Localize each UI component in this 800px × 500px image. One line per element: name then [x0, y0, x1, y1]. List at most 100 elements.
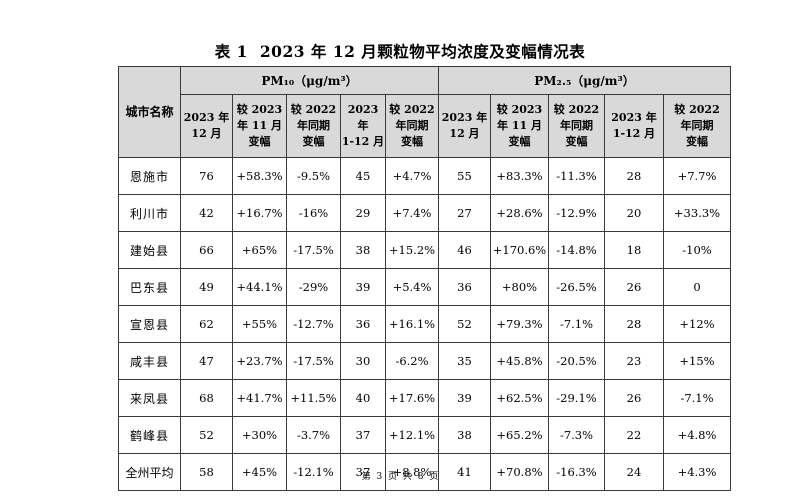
- col-header: 较 2023 年 11 月变幅: [232, 94, 287, 158]
- value-cell: 41: [438, 453, 491, 491]
- value-cell: 20: [604, 194, 664, 232]
- value-cell: 39: [340, 268, 386, 306]
- value-cell: 0: [662, 268, 732, 306]
- value-cell: 30: [340, 342, 386, 380]
- col-header: 2023 年 1-12 月: [340, 94, 386, 158]
- value-cell: -29%: [286, 268, 341, 306]
- value-cell: -6.2%: [385, 342, 439, 380]
- value-cell: 23: [604, 342, 664, 380]
- value-cell: +45.8%: [490, 342, 549, 380]
- value-cell: +62.5%: [490, 379, 549, 417]
- value-cell: -12.7%: [286, 305, 341, 343]
- value-cell: 68: [180, 379, 233, 417]
- value-cell: +65%: [232, 231, 287, 269]
- value-cell: +16.1%: [385, 305, 439, 343]
- value-cell: +79.3%: [490, 305, 549, 343]
- value-cell: -16.3%: [548, 453, 605, 491]
- value-cell: +11.5%: [286, 379, 341, 417]
- city-name-cell: 来凤县: [118, 379, 181, 417]
- value-cell: +4.8%: [662, 416, 732, 454]
- value-cell: 18: [604, 231, 664, 269]
- value-cell: 37: [340, 416, 386, 454]
- value-cell: +33.3%: [662, 194, 732, 232]
- value-cell: -12.9%: [548, 194, 605, 232]
- value-cell: -17.5%: [286, 231, 341, 269]
- value-cell: -10%: [662, 231, 732, 269]
- value-cell: 22: [604, 416, 664, 454]
- col-header: 2023 年 12 月: [180, 94, 233, 158]
- pm10-header: PM₁₀（μg/m³）: [180, 66, 439, 95]
- value-cell: 42: [180, 194, 233, 232]
- city-name-header: 城市名称: [118, 66, 181, 158]
- value-cell: +4.3%: [662, 453, 732, 491]
- table-title: 表 1 2023 年 12 月颗粒物平均浓度及变幅情况表: [0, 40, 800, 62]
- value-cell: -3.7%: [286, 416, 341, 454]
- value-cell: +170.6%: [490, 231, 549, 269]
- value-cell: 66: [180, 231, 233, 269]
- value-cell: 52: [438, 305, 491, 343]
- value-cell: +28.6%: [490, 194, 549, 232]
- value-cell: -7.1%: [548, 305, 605, 343]
- value-cell: -9.5%: [286, 157, 341, 195]
- value-cell: 62: [180, 305, 233, 343]
- table-title-text: 2023 年 12 月颗粒物平均浓度及变幅情况表: [259, 42, 586, 61]
- value-cell: +4.7%: [385, 157, 439, 195]
- city-name-cell: 利川市: [118, 194, 181, 232]
- value-cell: +7.4%: [385, 194, 439, 232]
- value-cell: +7.7%: [662, 157, 732, 195]
- city-name-cell: 咸丰县: [118, 342, 181, 380]
- value-cell: +15%: [662, 342, 732, 380]
- pm-data-table: 城市名称 PM₁₀（μg/m³） PM₂.₅（μg/m³） 2023 年 12 月…: [118, 66, 732, 491]
- value-cell: 29: [340, 194, 386, 232]
- value-cell: -14.8%: [548, 231, 605, 269]
- city-name-cell: 恩施市: [118, 157, 181, 195]
- value-cell: +12%: [662, 305, 732, 343]
- value-cell: 40: [340, 379, 386, 417]
- value-cell: 58: [180, 453, 233, 491]
- value-cell: -29.1%: [548, 379, 605, 417]
- city-name-cell: 建始县: [118, 231, 181, 269]
- value-cell: -11.3%: [548, 157, 605, 195]
- value-cell: 76: [180, 157, 233, 195]
- value-cell: -20.5%: [548, 342, 605, 380]
- value-cell: +65.2%: [490, 416, 549, 454]
- value-cell: +80%: [490, 268, 549, 306]
- value-cell: 26: [604, 268, 664, 306]
- col-header: 较 2022 年同期 变幅: [548, 94, 605, 158]
- table-row: 建始县 66 +65% -17.5% 38 +15.2% 46 +170.6% -14.8% 18…: [118, 231, 732, 269]
- table-row: 咸丰县 47 +23.7% -17.5% 30 -6.2% 35 +45.8% -20.5% 23…: [118, 342, 732, 380]
- city-name-cell: 鹤峰县: [118, 416, 181, 454]
- value-cell: 49: [180, 268, 233, 306]
- value-cell: -17.5%: [286, 342, 341, 380]
- value-cell: 27: [438, 194, 491, 232]
- value-cell: +70.8%: [490, 453, 549, 491]
- value-cell: +17.6%: [385, 379, 439, 417]
- value-cell: -7.1%: [662, 379, 732, 417]
- col-header: 较 2022 年同期 变幅: [385, 94, 439, 158]
- table-row: 来凤县 68 +41.7% +11.5% 40 +17.6% 39 +62.5% -29.1% 2…: [118, 379, 732, 417]
- value-cell: +23.7%: [232, 342, 287, 380]
- city-name-cell: 全州平均: [118, 453, 181, 491]
- table-row: 鹤峰县 52 +30% -3.7% 37 +12.1% 38 +65.2% -7.3% 22 +4.…: [118, 416, 732, 454]
- table-number: 表 1: [214, 42, 248, 61]
- col-header: 2023 年 12 月: [438, 94, 491, 158]
- city-name-cell: 巴东县: [118, 268, 181, 306]
- value-cell: 28: [604, 305, 664, 343]
- value-cell: 24: [604, 453, 664, 491]
- col-header: 较 2022 年同期 变幅: [286, 94, 341, 158]
- value-cell: -12.1%: [286, 453, 341, 491]
- value-cell: +30%: [232, 416, 287, 454]
- value-cell: +15.2%: [385, 231, 439, 269]
- table-row: 恩施市 76 +58.3% -9.5% 45 +4.7% 55 +83.3% -11.3% 28 +…: [118, 157, 732, 195]
- table-body: 恩施市 76 +58.3% -9.5% 45 +4.7% 55 +83.3% -11.3% 28 +…: [118, 157, 732, 491]
- value-cell: 38: [340, 231, 386, 269]
- value-cell: 52: [180, 416, 233, 454]
- value-cell: +44.1%: [232, 268, 287, 306]
- value-cell: 28: [604, 157, 664, 195]
- value-cell: 46: [438, 231, 491, 269]
- col-header: 较 2022 年同期 变幅: [662, 94, 732, 158]
- value-cell: 39: [438, 379, 491, 417]
- value-cell: -26.5%: [548, 268, 605, 306]
- table-row: 全州平均 58 +45% -12.1% 37 +8.8% 41 +70.8% -16.3% 24 +…: [118, 453, 732, 491]
- value-cell: 38: [438, 416, 491, 454]
